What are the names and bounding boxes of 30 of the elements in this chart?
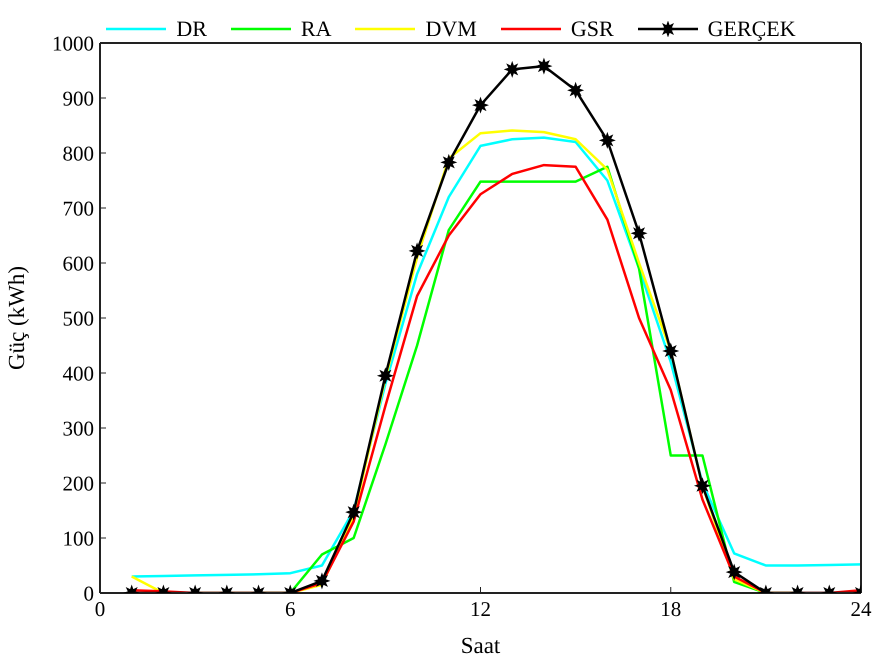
legend-label: RA	[300, 16, 332, 42]
y-tick-label: 100	[62, 526, 94, 550]
x-tick-label: 18	[660, 596, 682, 621]
point	[536, 58, 552, 74]
y-tick-label: 900	[62, 86, 94, 110]
y-tick-label: 600	[62, 251, 94, 276]
legend-label: DVM	[425, 16, 477, 42]
y-tick-label: 200	[62, 471, 94, 496]
x-tick-label: 12	[470, 596, 491, 621]
y-tick-label: 300	[62, 416, 94, 440]
legend-label: GERÇEK	[708, 16, 796, 42]
x-tick-label: 6	[285, 596, 296, 621]
point	[632, 226, 647, 241]
point	[410, 243, 425, 258]
y-tick-label: 800	[62, 141, 94, 166]
y-axis-title: Güç (kWh)	[4, 266, 30, 370]
point	[441, 154, 456, 170]
y-tick-label: 1000	[52, 31, 94, 56]
point	[473, 98, 488, 113]
y-tick-label: 400	[62, 361, 94, 386]
x-axis-title: Saat	[460, 633, 501, 658]
y-tick-label: 700	[62, 196, 94, 220]
x-tick-label: 24	[850, 596, 872, 621]
point	[600, 132, 615, 148]
point	[568, 82, 584, 98]
legend-label: DR	[176, 16, 207, 42]
legend-label: GSR	[570, 16, 614, 42]
point	[504, 62, 520, 77]
y-tick-label: 0	[84, 581, 94, 606]
y-tick-label: 500	[62, 306, 94, 330]
